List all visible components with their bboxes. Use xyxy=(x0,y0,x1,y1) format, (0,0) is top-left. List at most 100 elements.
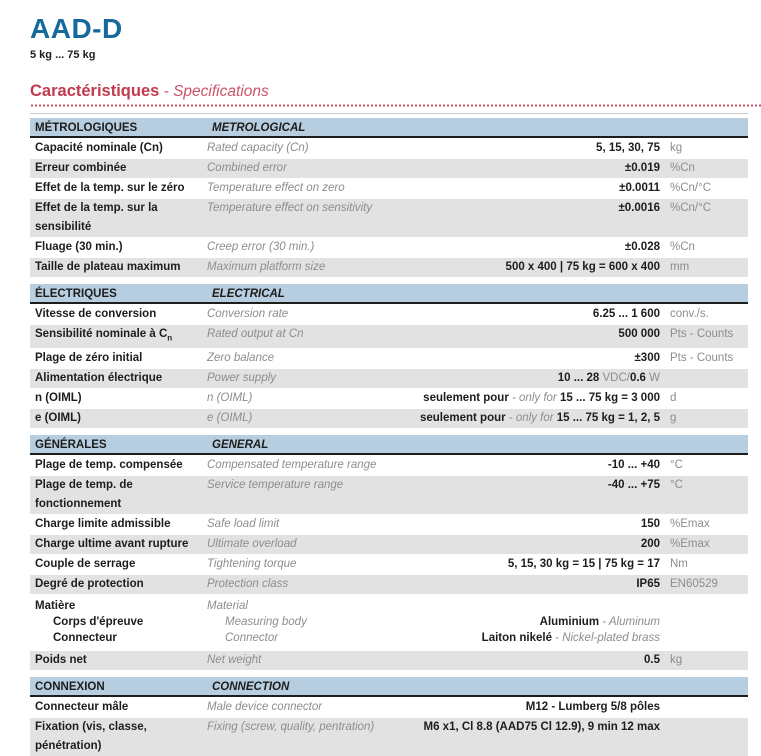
unit-cell: d xyxy=(670,391,677,404)
label-french: Plage de temp. compensée xyxy=(35,458,183,471)
section-header-row: MÉTROLOGIQUES METROLOGICAL xyxy=(30,118,748,139)
dotted-divider xyxy=(30,104,761,108)
row-middle: Combined error ±0.019 xyxy=(207,159,668,178)
unit-cell: %Cn xyxy=(670,241,695,254)
section-title-fr: MÉTROLOGIQUES xyxy=(35,122,138,135)
section-title-fr: GÉNÉRALES xyxy=(35,438,107,451)
unit-cell: kg xyxy=(670,653,683,666)
value-segment: M12 - Lumberg 5/8 pôles xyxy=(525,700,660,713)
unit-cell: Pts - Counts xyxy=(670,328,734,341)
label-english: Ultimate overload xyxy=(207,537,297,550)
row-middle: Conversion rate 6.25 ... 1 600 xyxy=(207,305,668,324)
page-title: AAD-D xyxy=(30,13,123,44)
row-middle: Fixing (screw, quality, pentration) M6 x1… xyxy=(207,718,668,756)
value-cell: -40 ... +75 xyxy=(353,476,668,495)
row-middle: Compensated temperature range -10 ... +40 xyxy=(207,456,668,475)
value-cell: ±0.0011 xyxy=(355,179,668,198)
label-english: Fixing (screw, quality, pentration) xyxy=(207,720,375,733)
unit-cell: g xyxy=(670,411,677,424)
unit-cell: %Emax xyxy=(670,517,710,530)
spec-section: MÉTROLOGIQUES METROLOGICAL Capacité nomina… xyxy=(30,118,748,278)
label-english: Safe load limit xyxy=(207,517,280,530)
table-row: Charge ultime avant rupture Ultimate over… xyxy=(30,534,748,554)
table-row: Couple de serrage Tightening torque 5, 15,… xyxy=(30,555,748,574)
value-cell: ±300 xyxy=(284,349,668,368)
row-middle: Creep error (30 min.) ±0.028 xyxy=(207,238,668,257)
table-row: Effet de la temp. sur le zéro Temperature… xyxy=(30,179,748,198)
label-english: Net weight xyxy=(207,653,262,666)
value-segment: Laiton nikelé xyxy=(481,631,556,644)
value-cell: 10 ... 28 VDC/0.6 W xyxy=(286,369,668,388)
table-row: Charge limite admissible Safe load limit 1… xyxy=(30,515,748,534)
label-french: Taille de plateau maximum xyxy=(35,261,181,274)
value-cell: 150 xyxy=(289,515,668,534)
row-middle: Net weight 0.5 xyxy=(207,651,668,670)
label-english: Temperature effect on zero xyxy=(207,182,345,195)
section-title-en: GENERAL xyxy=(212,438,269,451)
unit-cell: mm xyxy=(670,261,690,274)
label-english-sub: Connector xyxy=(225,631,279,644)
value-segment: 15 ... 75 kg = 3 000 xyxy=(559,391,660,404)
label-french: Capacité nominale (Cn) xyxy=(35,142,163,155)
label-french: Effet de la temp. sur la sensibilité xyxy=(35,202,158,234)
label-english: Rated output at Cn xyxy=(207,328,304,341)
label-english: Conversion rate xyxy=(207,308,289,321)
value-segment: seulement pour xyxy=(419,411,509,424)
section-title-en: METROLOGICAL xyxy=(212,122,306,135)
table-row: Fixation (vis, classe, pénétration) Fixin… xyxy=(30,717,748,756)
value-segment: - Nickel-plated brass xyxy=(555,631,660,644)
label-english: Power supply xyxy=(207,371,277,384)
spec-section: ÉLECTRIQUES ELECTRICAL Vitesse de conversi… xyxy=(30,284,748,428)
label-english-sub: Measuring body xyxy=(225,615,307,628)
row-middle: Zero balance ±300 xyxy=(207,349,668,368)
unit-cell: %Emax xyxy=(670,537,710,550)
label-english: Zero balance xyxy=(207,351,275,364)
label-french: Degré de protection xyxy=(35,577,144,590)
table-row: Degré de protection Protection class IP65 E… xyxy=(30,574,748,594)
value-segment: - Aluminum xyxy=(602,615,660,628)
value-segment: 500 000 xyxy=(618,328,660,341)
section-title-fr: CONNEXION xyxy=(35,680,105,693)
spec-section: CONNEXION CONNECTION Connecteur mâle Male d… xyxy=(30,676,748,756)
table-row: n (OIML) n (OIML) seulement pour - only fo… xyxy=(30,389,748,408)
value-cell: Aluminium - Aluminum xyxy=(317,614,668,630)
value-cell: 500 x 400 | 75 kg = 600 x 400 xyxy=(335,258,668,277)
heading-english: - Specifications xyxy=(159,83,269,101)
label-french: Connecteur mâle xyxy=(35,700,129,713)
label-english: Male device connector xyxy=(207,700,323,713)
unit-cell: EN60529 xyxy=(670,577,718,590)
table-row: Plage de temp. de fonctionnement Service … xyxy=(30,475,748,514)
label-french: Poids net xyxy=(35,653,87,666)
row-middle: Temperature effect on zero ±0.0011 xyxy=(207,179,668,198)
spec-table: MÉTROLOGIQUES METROLOGICAL Capacité nomina… xyxy=(30,118,748,756)
value-cell: M6 x1, Cl 8.8 (AAD75 Cl 12.9), 9 min 12 … xyxy=(384,718,668,737)
table-row: Plage de zéro initial Zero balance ±300 Pts… xyxy=(30,349,748,368)
label-english: Temperature effect on sensitivity xyxy=(207,202,373,215)
label-french: Matière xyxy=(35,599,76,612)
value-cell: 500 000 xyxy=(314,325,668,344)
unit-cell: %Cn xyxy=(670,162,695,175)
label-french: Effet de la temp. sur le zéro xyxy=(35,182,185,195)
value-segment: ±0.0011 xyxy=(619,182,660,195)
label-french: Charge ultime avant rupture xyxy=(35,537,189,550)
unit-cell: conv./s. xyxy=(670,308,709,321)
value-segment: - only for xyxy=(512,391,560,404)
row-middle: Tightening torque 5, 15, 30 kg = 15 | 75 … xyxy=(207,555,668,574)
capacity-range: 5 kg ... 75 kg xyxy=(30,49,96,62)
label-english: Material xyxy=(207,599,248,612)
section-title-fr: ÉLECTRIQUES xyxy=(35,288,117,301)
value-cell: 5, 15, 30, 75 xyxy=(319,139,668,158)
value-segment: seulement pour xyxy=(423,391,512,404)
section-heading: Caractéristiques - Specifications xyxy=(30,82,747,101)
value-cell: 200 xyxy=(306,535,668,554)
unit-cell: °C xyxy=(670,478,683,491)
spec-section: GÉNÉRALES GENERAL Plage de temp. compensée… xyxy=(30,434,748,670)
label-english: Combined error xyxy=(207,162,287,175)
table-row: Sensibilité nominale à Cn Rated output at… xyxy=(30,325,748,348)
row-middle: Material Measuring body Aluminium - Alumin… xyxy=(207,598,668,646)
value-cell: Laiton nikelé - Nickel-plated brass xyxy=(288,630,668,646)
value-cell: ±0.0016 xyxy=(382,199,668,218)
label-french: Erreur combinée xyxy=(35,162,127,175)
label-french: Vitesse de conversion xyxy=(35,308,157,321)
value-cell: -10 ... +40 xyxy=(386,456,668,475)
